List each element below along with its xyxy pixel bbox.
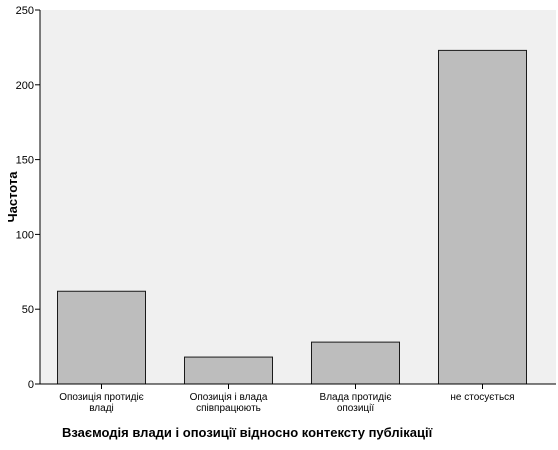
axes-group bbox=[39, 10, 556, 385]
y-tick-label: 0 bbox=[28, 379, 34, 391]
y-axis-title: Частота bbox=[5, 171, 20, 223]
x-tick-label: Влада протидіє опозиції bbox=[320, 392, 392, 414]
bars-group bbox=[57, 49, 527, 385]
x-axis-title: Взаємодія влади і опозиції відносно конт… bbox=[62, 425, 433, 440]
y-tick-label: 50 bbox=[22, 304, 34, 316]
y-tick-label: 200 bbox=[16, 80, 34, 92]
x-tick-label: Опозиція протидіє владі bbox=[59, 392, 144, 414]
bar bbox=[438, 49, 527, 385]
y-tick-label: 150 bbox=[16, 155, 34, 167]
bar bbox=[184, 356, 273, 385]
y-ticks-group: 0 50 100 150 200 250 bbox=[16, 5, 40, 391]
x-tick-label: Опозиція і влада співпрацюють bbox=[190, 392, 268, 414]
x-ticks-group: Опозиція протидіє владі Опозиція і влада сп… bbox=[59, 384, 515, 414]
x-tick-label: не стосується bbox=[450, 392, 514, 403]
y-tick-label: 100 bbox=[16, 229, 34, 241]
bar bbox=[57, 290, 146, 385]
y-tick-label: 250 bbox=[16, 5, 34, 17]
bar bbox=[311, 341, 400, 385]
